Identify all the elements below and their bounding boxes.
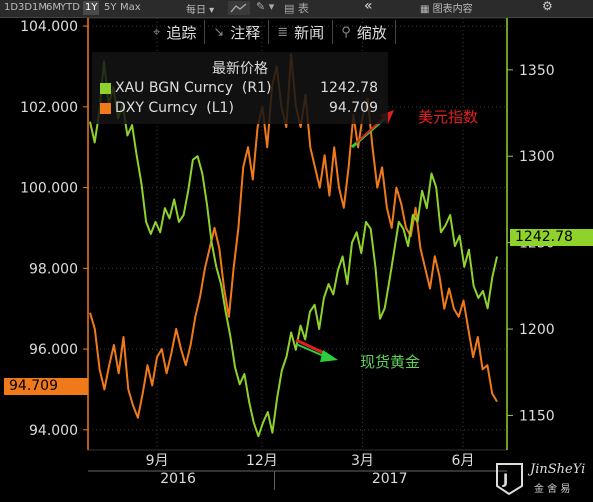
crosshair-icon: ⌖: [153, 24, 161, 40]
tool-label: 缩放: [356, 23, 387, 42]
top-bar: 1D 3D 1M 6M YTD 1Y 5Y Max 每日 ▾ ✎ ▾ ▤ 表 « ▦ 图表内容…: [0, 0, 593, 18]
left-tick-label: 102.000: [20, 100, 78, 116]
range-button-ytd[interactable]: YTD: [60, 2, 80, 13]
right-tick-label: 1350: [519, 63, 555, 79]
chart-menu-label: 表: [297, 2, 309, 15]
range-button-5y[interactable]: 5Y: [104, 2, 117, 13]
right-tick-label: 1200: [519, 322, 555, 338]
legend-value: 1242.78: [320, 80, 378, 96]
tool-label: 追踪: [166, 23, 197, 42]
annotate-icon: ↘: [213, 24, 225, 40]
news-icon: ≣: [277, 24, 289, 40]
legend-title: 最新价格: [212, 61, 268, 77]
legend-value: 94.709: [329, 100, 378, 116]
crosshair-tool-button[interactable]: ⌖ 追踪: [145, 20, 206, 44]
left-tick-label: 98.000: [29, 261, 78, 277]
period-label: 每日: [186, 5, 206, 16]
gold-annotation: 现货黄金: [360, 353, 420, 371]
collapse-button[interactable]: «: [364, 0, 373, 14]
legend-row-dxy[interactable]: DXY Curncy (L1) 94.709: [100, 100, 382, 118]
right-tick-label: 1150: [519, 408, 555, 424]
legend-swatch: [100, 83, 111, 94]
chart-menu-button[interactable]: ▤ 表: [284, 0, 309, 16]
xau-last-value-tag: 1242.78: [510, 229, 593, 246]
left-tick-label: 94.000: [29, 423, 78, 439]
xau-series-line: [89, 60, 498, 438]
range-button-max[interactable]: Max: [120, 2, 141, 13]
tool-label: 注释: [230, 23, 261, 42]
watermark-sub: 金 舍 易: [534, 484, 571, 495]
svg-text:J: J: [502, 472, 508, 488]
legend-name: DXY Curncy (L1): [115, 100, 234, 116]
draw-tool-button[interactable]: ✎ ▾: [256, 0, 275, 13]
left-tick-label: 96.000: [29, 342, 78, 358]
dxy-last-value-tag: 94.709: [4, 378, 88, 395]
x-tick-label: 6月: [452, 453, 475, 469]
double-chevron-left-icon: «: [364, 0, 373, 14]
x-tick-label: 3月: [351, 453, 374, 469]
right-tick-label: 1300: [519, 149, 555, 165]
zoom-tool-button[interactable]: ⚲ 缩放: [333, 20, 396, 44]
range-button-1d[interactable]: 1D: [4, 2, 19, 13]
period-dropdown[interactable]: 每日 ▾: [186, 1, 214, 16]
year-label: 2017: [372, 471, 408, 487]
tool-label: 新闻: [294, 23, 325, 42]
chart-menu-icon: ▤: [284, 2, 298, 15]
chart-toolbar: ⌖ 追踪 ↘ 注释 ≣ 新闻 ⚲ 缩放: [145, 20, 396, 44]
range-button-1y[interactable]: 1Y: [83, 1, 100, 15]
legend-swatch: [100, 103, 111, 114]
annotate-tool-button[interactable]: ↘ 注释: [205, 20, 270, 44]
zoom-icon: ⚲: [341, 24, 351, 40]
news-tab-icon: ▦: [420, 4, 433, 15]
x-tick-label: 9月: [146, 453, 169, 469]
year-label: 2016: [160, 471, 196, 487]
settings-button[interactable]: ⚙: [542, 0, 553, 13]
left-tick-label: 100.000: [20, 181, 78, 197]
range-button-3d[interactable]: 3D: [18, 2, 33, 13]
news-tab-label: 图表内容: [432, 4, 473, 15]
gold-arrow: [295, 338, 338, 362]
range-button-1m[interactable]: 1M: [32, 2, 47, 13]
dxy-annotation: 美元指数: [418, 108, 478, 126]
legend-row-xau[interactable]: XAU BGN Curncy (R1) 1242.78: [100, 80, 382, 98]
news-tab[interactable]: ▦ 图表内容: [420, 0, 473, 15]
news-tool-button[interactable]: ≣ 新闻: [269, 20, 334, 44]
chevron-down-icon: ▾: [206, 5, 215, 16]
range-button-6m[interactable]: 6M: [46, 2, 61, 13]
gear-icon: ⚙: [542, 0, 553, 13]
chart-type-button[interactable]: [228, 1, 250, 15]
x-tick-label: 12月: [246, 453, 278, 469]
left-tick-label: 104.000: [20, 19, 78, 35]
watermark-brand: JinSheYi: [530, 462, 586, 477]
legend-name: XAU BGN Curncy (R1): [115, 80, 272, 96]
jinsheyi-logo-icon: J: [496, 463, 523, 496]
line-chart-icon: [230, 3, 247, 13]
watermark: J JinSheYi 金 舍 易: [492, 458, 592, 498]
legend: 最新价格 XAU BGN Curncy (R1) 1242.78 DXY Cur…: [92, 52, 388, 124]
